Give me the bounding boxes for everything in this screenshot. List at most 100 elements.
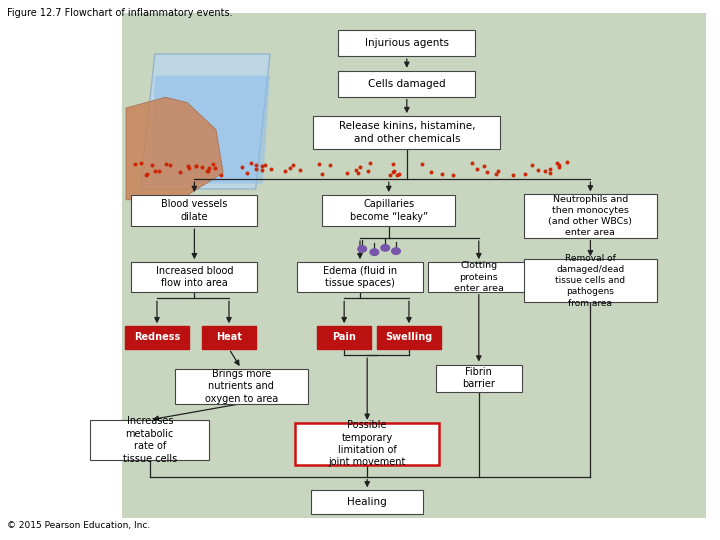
FancyBboxPatch shape (125, 326, 189, 349)
Point (287, 161, 299, 170)
Point (235, 163, 247, 171)
Point (539, 167, 551, 176)
Point (384, 171, 396, 179)
Point (478, 161, 490, 170)
Point (215, 170, 227, 179)
Point (490, 170, 502, 178)
Text: Blood vessels
dilate: Blood vessels dilate (161, 199, 228, 222)
Point (241, 168, 253, 177)
Point (202, 167, 213, 176)
Point (492, 167, 503, 176)
Point (190, 161, 202, 170)
Point (141, 170, 153, 178)
Text: Capillaries
become “leaky”: Capillaries become “leaky” (350, 199, 428, 222)
Point (284, 164, 295, 172)
Point (208, 159, 220, 168)
FancyBboxPatch shape (311, 490, 423, 514)
Point (317, 170, 328, 179)
Point (354, 163, 366, 171)
FancyBboxPatch shape (323, 195, 456, 226)
Point (266, 164, 277, 173)
Point (520, 170, 531, 178)
Point (130, 159, 141, 168)
Point (362, 167, 374, 176)
Point (447, 171, 459, 180)
Point (350, 165, 361, 174)
Point (532, 165, 544, 174)
Point (393, 170, 405, 178)
FancyBboxPatch shape (297, 262, 423, 292)
Point (202, 167, 214, 176)
Point (164, 161, 176, 170)
Circle shape (358, 246, 366, 252)
FancyBboxPatch shape (523, 194, 657, 238)
Text: Redness: Redness (134, 333, 180, 342)
FancyBboxPatch shape (132, 195, 258, 226)
Text: Fibrin
barrier: Fibrin barrier (462, 367, 495, 389)
FancyBboxPatch shape (175, 369, 308, 404)
Point (553, 163, 564, 171)
Point (183, 164, 194, 173)
Point (279, 167, 291, 176)
FancyBboxPatch shape (132, 262, 258, 292)
Point (313, 159, 325, 168)
Point (544, 168, 556, 177)
Point (481, 168, 492, 177)
Point (175, 167, 186, 176)
Text: Edema (fluid in
tissue spaces): Edema (fluid in tissue spaces) (323, 266, 397, 288)
Point (210, 164, 221, 173)
Point (324, 161, 336, 170)
Point (251, 165, 262, 173)
Point (160, 160, 171, 169)
FancyBboxPatch shape (523, 259, 657, 302)
Point (294, 166, 305, 174)
Point (507, 170, 518, 179)
FancyBboxPatch shape (436, 364, 522, 391)
Text: Injurious agents: Injurious agents (365, 38, 449, 48)
Point (153, 166, 165, 175)
Point (352, 168, 364, 177)
Point (197, 163, 208, 171)
Point (246, 158, 257, 167)
Text: Neutrophils and
then monocytes
(and other WBCs)
enter area: Neutrophils and then monocytes (and othe… (549, 195, 632, 237)
Point (387, 168, 399, 177)
Point (259, 160, 271, 169)
Point (392, 171, 403, 179)
Point (526, 160, 538, 169)
Point (135, 159, 147, 167)
Text: Possible
temporary
limitation of
joint movement: Possible temporary limitation of joint m… (328, 420, 406, 468)
FancyBboxPatch shape (313, 116, 500, 148)
Point (552, 159, 563, 167)
Point (251, 161, 262, 170)
FancyBboxPatch shape (91, 420, 209, 460)
Point (256, 166, 268, 174)
Point (544, 164, 555, 173)
Point (436, 170, 448, 178)
Text: © 2015 Pearson Education, Inc.: © 2015 Pearson Education, Inc. (7, 521, 150, 530)
Point (203, 164, 215, 173)
Point (389, 166, 400, 175)
Text: Brings more
nutrients and
oxygen to area: Brings more nutrients and oxygen to area (204, 369, 278, 403)
Point (146, 161, 158, 170)
Point (467, 159, 478, 168)
Circle shape (370, 249, 379, 255)
Bar (122, 14, 706, 518)
Point (256, 161, 268, 170)
Text: Cells damaged: Cells damaged (368, 79, 446, 89)
Circle shape (381, 245, 390, 251)
Text: Increased blood
flow into area: Increased blood flow into area (156, 266, 233, 288)
Text: Figure 12.7 Flowchart of inflammatory events.: Figure 12.7 Flowchart of inflammatory ev… (7, 8, 233, 18)
Circle shape (392, 248, 400, 254)
Text: Removal of
damaged/dead
tissue cells and
pathogens
from area: Removal of damaged/dead tissue cells and… (555, 254, 626, 307)
Text: Heat: Heat (216, 333, 242, 342)
Point (387, 160, 399, 169)
Point (561, 158, 572, 167)
Text: Healing: Healing (347, 497, 387, 507)
Polygon shape (151, 76, 270, 184)
Text: Pain: Pain (332, 333, 356, 342)
Text: Increases
metabolic
rate of
tissue cells: Increases metabolic rate of tissue cells (122, 416, 177, 464)
FancyBboxPatch shape (428, 262, 529, 292)
Point (140, 171, 152, 180)
Point (553, 160, 564, 169)
FancyBboxPatch shape (338, 71, 475, 97)
